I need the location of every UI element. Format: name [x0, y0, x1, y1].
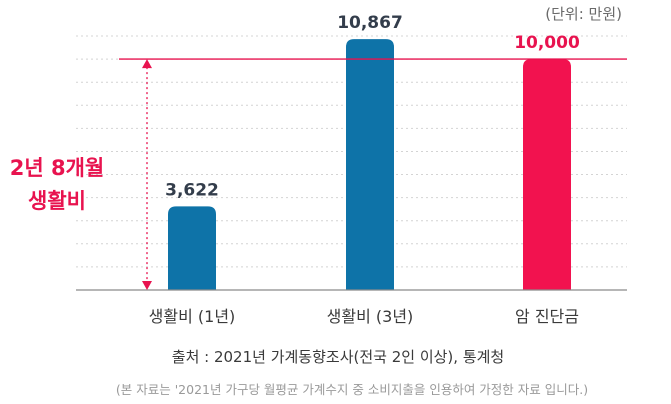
x-tick-labels: 생활비 (1년) 생활비 (3년) 암 진단금 — [149, 307, 579, 326]
value-label: 10,000 — [514, 33, 580, 53]
value-labels: 3,622 10,867 10,000 — [165, 13, 580, 200]
unit-label: (단위: 만원) — [545, 5, 622, 23]
source-text: 출처 : 2021년 가계동향조사(전국 2인 이상), 통계청 — [172, 348, 504, 366]
x-tick-label: 암 진단금 — [515, 307, 579, 326]
value-label: 3,622 — [165, 180, 219, 200]
x-tick-label: 생활비 (1년) — [149, 307, 236, 326]
bars — [168, 39, 571, 290]
annotation-line-2: 생활비 — [28, 189, 86, 213]
range-arrow — [142, 59, 152, 290]
bar — [168, 206, 216, 290]
footnote-text: (본 자료는 '2021년 가구당 월평균 가계수지 중 소비지출을 인용하여 … — [116, 382, 588, 397]
arrow-head-up — [142, 59, 152, 69]
arrow-head-down — [142, 281, 152, 290]
x-tick-label: 생활비 (3년) — [327, 307, 414, 326]
bar — [346, 39, 394, 290]
value-label: 10,867 — [337, 13, 403, 33]
annotation-line-1: 2년 8개월 — [10, 156, 105, 180]
bar — [523, 59, 571, 290]
